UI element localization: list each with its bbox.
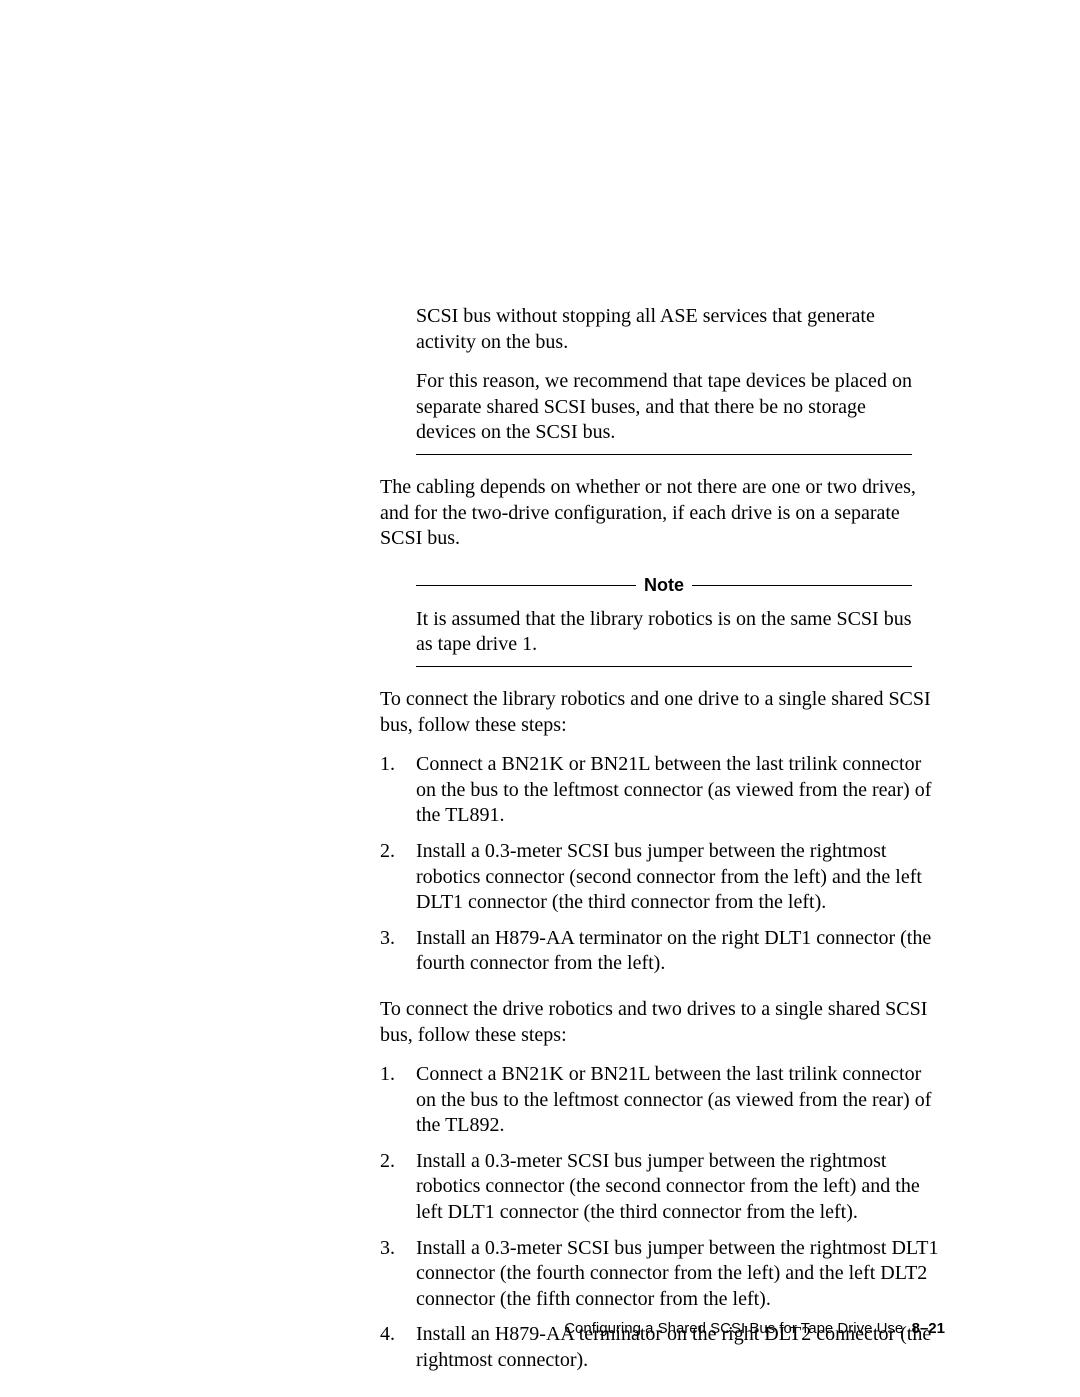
callout-block-top: SCSI bus without stopping all ASE servic…: [416, 304, 912, 455]
list-item-number: 3.: [380, 1236, 416, 1262]
note-rule-right: [692, 585, 912, 586]
footer-page-number: 8–21: [912, 1320, 945, 1337]
paragraph-cabling: The cabling depends on whether or not th…: [380, 475, 945, 552]
list-item: 2. Install a 0.3-meter SCSI bus jumper b…: [380, 839, 945, 916]
list-item-text: Install an H879-AA terminator on the rig…: [416, 926, 945, 977]
list1-intro: To connect the library robotics and one …: [380, 687, 945, 738]
callout-paragraph-1: SCSI bus without stopping all ASE servic…: [416, 304, 912, 355]
list-item: 1. Connect a BN21K or BN21L between the …: [380, 752, 945, 829]
list-item-number: 3.: [380, 926, 416, 952]
list-item-text: Connect a BN21K or BN21L between the las…: [416, 752, 945, 829]
list2-intro: To connect the drive robotics and two dr…: [380, 997, 945, 1048]
list-item-text: Connect a BN21K or BN21L between the las…: [416, 1062, 945, 1139]
list-item: 2. Install a 0.3-meter SCSI bus jumper b…: [380, 1149, 945, 1226]
list-item-text: Install a 0.3-meter SCSI bus jumper betw…: [416, 1236, 945, 1313]
page-footer: Configuring a Shared SCSI Bus for Tape D…: [564, 1320, 945, 1337]
content-column: SCSI bus without stopping all ASE servic…: [380, 304, 945, 1374]
list-item: 3. Install an H879-AA terminator on the …: [380, 926, 945, 977]
list-item-number: 1.: [380, 752, 416, 778]
note-body: It is assumed that the library robotics …: [416, 607, 912, 658]
steps-list-1: 1. Connect a BN21K or BN21L between the …: [380, 752, 945, 977]
footer-title: Configuring a Shared SCSI Bus for Tape D…: [564, 1320, 903, 1337]
note-label: Note: [636, 574, 692, 597]
list-item-number: 1.: [380, 1062, 416, 1088]
list-item-number: 2.: [380, 839, 416, 865]
callout-paragraph-2: For this reason, we recommend that tape …: [416, 369, 912, 446]
list-item: 3. Install a 0.3-meter SCSI bus jumper b…: [380, 1236, 945, 1313]
list-item-number: 2.: [380, 1149, 416, 1175]
list-item-text: Install a 0.3-meter SCSI bus jumper betw…: [416, 839, 945, 916]
note-rule-left: [416, 585, 636, 586]
list-item-number: 4.: [380, 1322, 416, 1348]
list-item: 1. Connect a BN21K or BN21L between the …: [380, 1062, 945, 1139]
list-item-text: Install a 0.3-meter SCSI bus jumper betw…: [416, 1149, 945, 1226]
page: SCSI bus without stopping all ASE servic…: [0, 0, 1080, 1397]
note-block: Note It is assumed that the library robo…: [416, 574, 912, 667]
note-heading-row: Note: [416, 574, 912, 597]
